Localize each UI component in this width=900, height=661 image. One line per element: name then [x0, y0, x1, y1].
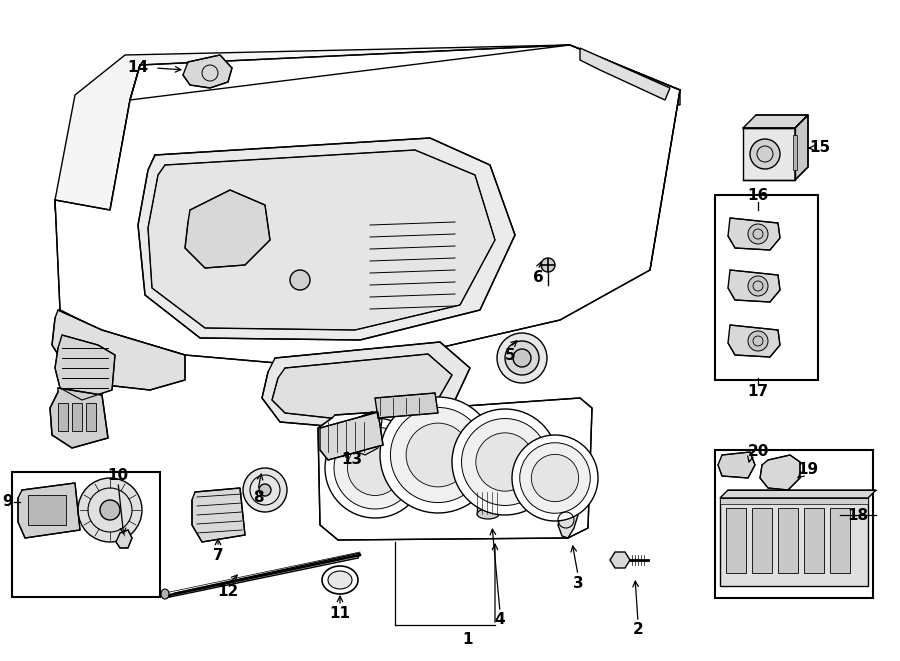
Polygon shape [318, 398, 592, 540]
Text: 11: 11 [329, 607, 350, 621]
Polygon shape [718, 452, 755, 478]
Polygon shape [148, 150, 495, 330]
Text: 2: 2 [633, 623, 643, 637]
Bar [720, 498, 868, 586]
Polygon shape [610, 552, 630, 568]
Polygon shape [52, 310, 185, 390]
Circle shape [750, 139, 780, 169]
Circle shape [748, 331, 768, 351]
Polygon shape [50, 388, 108, 448]
Polygon shape [55, 45, 680, 210]
Bar [28, 495, 66, 525]
Circle shape [505, 341, 539, 375]
Circle shape [513, 349, 531, 367]
Text: 8: 8 [253, 490, 264, 506]
Polygon shape [728, 325, 780, 357]
Text: 9: 9 [3, 494, 14, 510]
Polygon shape [580, 48, 670, 100]
Circle shape [391, 407, 486, 502]
Bar [58, 403, 68, 431]
Bar [778, 508, 798, 573]
Bar [86, 403, 96, 431]
Polygon shape [477, 492, 499, 514]
Circle shape [406, 423, 470, 487]
Polygon shape [320, 412, 383, 460]
Polygon shape [116, 530, 132, 548]
Polygon shape [55, 335, 115, 400]
Polygon shape [743, 115, 808, 128]
Circle shape [748, 224, 768, 244]
Circle shape [347, 440, 402, 496]
Polygon shape [185, 190, 270, 268]
Text: 18: 18 [848, 508, 868, 522]
Circle shape [519, 443, 590, 513]
Bar [12, 472, 160, 597]
Polygon shape [743, 128, 795, 180]
Text: 20: 20 [747, 444, 769, 459]
Polygon shape [165, 553, 360, 598]
Circle shape [452, 409, 558, 515]
Ellipse shape [477, 487, 499, 497]
Ellipse shape [477, 509, 499, 519]
Text: 12: 12 [218, 584, 238, 600]
Polygon shape [720, 490, 876, 498]
Polygon shape [183, 55, 232, 88]
Polygon shape [192, 488, 245, 542]
Bar [804, 508, 824, 573]
Text: 14: 14 [128, 61, 148, 75]
Polygon shape [728, 270, 780, 302]
Circle shape [512, 435, 598, 521]
Polygon shape [138, 138, 515, 340]
Circle shape [325, 418, 425, 518]
Polygon shape [262, 342, 470, 428]
Circle shape [497, 333, 547, 383]
Ellipse shape [161, 589, 169, 599]
Polygon shape [760, 455, 800, 490]
Circle shape [748, 276, 768, 296]
Circle shape [290, 270, 310, 290]
Ellipse shape [322, 566, 358, 594]
Circle shape [541, 258, 555, 272]
Bar [715, 195, 818, 380]
Bar [830, 508, 850, 573]
Polygon shape [795, 115, 808, 180]
Circle shape [78, 478, 142, 542]
Circle shape [380, 397, 496, 513]
Polygon shape [375, 393, 438, 418]
Text: 7: 7 [212, 547, 223, 563]
Polygon shape [272, 354, 452, 420]
Circle shape [100, 500, 120, 520]
Text: 17: 17 [747, 385, 769, 399]
Polygon shape [345, 412, 382, 455]
Polygon shape [558, 502, 578, 538]
Bar [715, 450, 873, 598]
Polygon shape [18, 483, 80, 538]
Polygon shape [55, 45, 680, 365]
Text: 5: 5 [505, 348, 516, 362]
Text: 19: 19 [797, 463, 819, 477]
Bar [720, 498, 868, 504]
Text: 3: 3 [572, 576, 583, 590]
Circle shape [334, 427, 416, 509]
Text: 6: 6 [533, 270, 544, 286]
Bar [793, 135, 797, 170]
Circle shape [462, 418, 548, 506]
Bar [72, 403, 82, 431]
Bar [726, 508, 746, 573]
Text: 15: 15 [809, 141, 831, 155]
Text: 16: 16 [747, 188, 769, 202]
Text: 1: 1 [463, 633, 473, 648]
Ellipse shape [328, 571, 352, 589]
Text: 4: 4 [495, 613, 505, 627]
Polygon shape [728, 218, 780, 250]
Circle shape [259, 484, 271, 496]
Circle shape [243, 468, 287, 512]
Text: 10: 10 [107, 467, 129, 483]
Circle shape [476, 433, 535, 491]
Bar [752, 508, 772, 573]
Circle shape [531, 454, 579, 502]
Text: 13: 13 [341, 453, 363, 467]
